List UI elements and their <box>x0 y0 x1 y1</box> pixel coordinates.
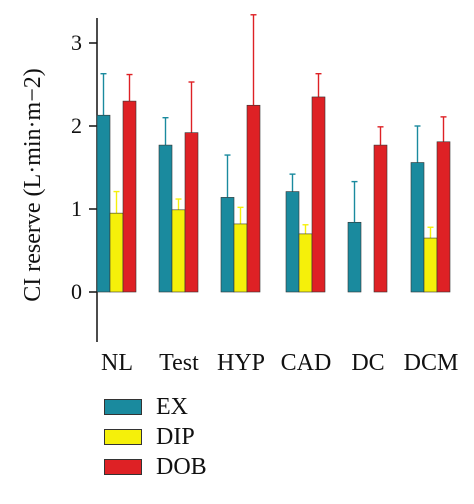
legend-label: EX <box>156 393 188 420</box>
bar-ex-nl <box>96 114 111 293</box>
x-category-label: NL <box>101 350 133 376</box>
bar-dip-nl <box>109 212 124 293</box>
legend-label: DIP <box>156 423 195 450</box>
bar-dob-dc <box>373 144 388 293</box>
y-tick-label: 2 <box>71 113 82 138</box>
bar-dip-test <box>171 209 186 293</box>
y-tick-label: 0 <box>71 279 82 304</box>
bar-dip-dcm <box>423 237 438 293</box>
chart-svg: CI reserve (L·min·m−2) 0 1 2 3 NL Test HYP CAD… <box>20 14 458 376</box>
x-category-label: DCM <box>404 350 459 376</box>
bar-ex-dc <box>347 221 362 293</box>
bar-ex-dcm <box>410 162 425 293</box>
legend-item-dob: DOB <box>104 452 207 482</box>
bar-dob-hyp <box>246 104 261 293</box>
error-bars <box>100 14 447 239</box>
bar-ex-test <box>158 144 173 293</box>
legend-swatch <box>104 459 142 475</box>
legend-swatch <box>104 399 142 415</box>
y-tick-label: 1 <box>71 196 82 221</box>
y-axis-title: CI reserve (L·min·m−2) <box>20 68 46 301</box>
bar-ex-cad <box>285 191 300 293</box>
bar-dob-cad <box>311 96 326 293</box>
y-tick-label: 3 <box>71 30 82 55</box>
bar-dip-cad <box>298 233 313 293</box>
svg-text:CI reserve (L·min·m−2): CI reserve (L·min·m−2) <box>20 68 46 301</box>
bar-dob-nl <box>122 100 137 293</box>
legend-swatch <box>104 429 142 445</box>
x-category-label: CAD <box>281 350 332 376</box>
bar-dip-hyp <box>233 223 248 293</box>
bar-dob-dcm <box>436 141 451 293</box>
x-category-label: HYP <box>217 350 265 376</box>
legend-item-dip: DIP <box>104 422 195 452</box>
legend-item-ex: EX <box>104 392 188 422</box>
category-labels: NL Test HYP CAD DC DCM <box>101 350 458 376</box>
x-category-label: DC <box>351 350 384 376</box>
y-axis-title-text: CI reserve (L·min·m−2) <box>20 68 46 301</box>
legend-label: DOB <box>156 453 207 480</box>
bar-dob-test <box>184 132 199 293</box>
x-category-label: Test <box>159 350 199 376</box>
bars <box>96 96 451 293</box>
y-axis-ticks: 0 1 2 3 <box>71 30 97 304</box>
bar-ex-hyp <box>220 197 235 293</box>
